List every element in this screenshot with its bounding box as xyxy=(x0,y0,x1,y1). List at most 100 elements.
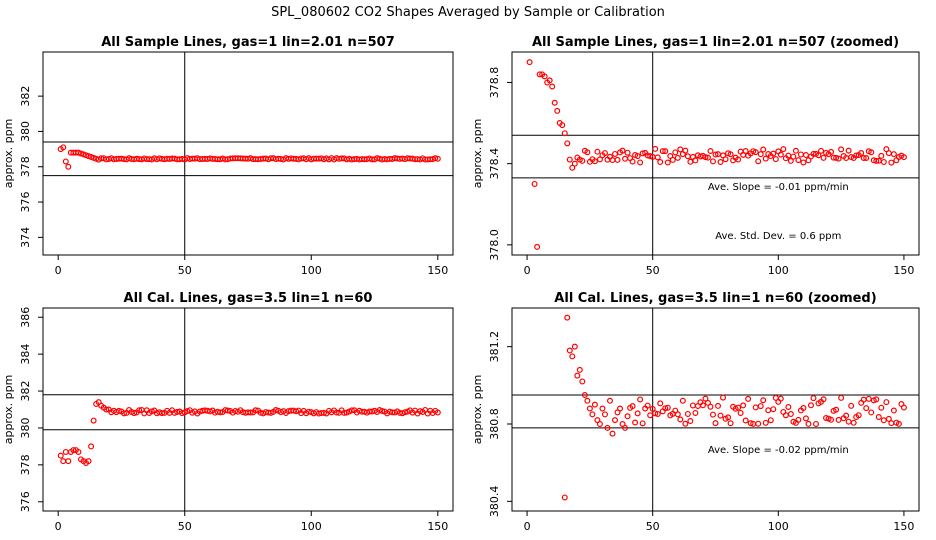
panel-4-data-point xyxy=(632,419,639,426)
panel-2-data-point xyxy=(664,159,671,166)
page-title: SPL_080602 CO2 Shapes Averaged by Sample… xyxy=(271,5,665,20)
panel-4-data-point xyxy=(865,395,872,402)
panel-2-data-point xyxy=(566,156,573,163)
panel-4-y-axis-label: approx. ppm xyxy=(471,375,484,445)
panel-2-data-point xyxy=(702,154,709,161)
panel-3-y-tick-label: 386 xyxy=(19,307,32,328)
panel-4-x-tick-label: 100 xyxy=(768,520,789,533)
panel-2-y-tick-label: 378.8 xyxy=(488,67,501,99)
panel-2-data-point xyxy=(900,154,907,161)
panel-4-data-point xyxy=(622,424,629,431)
panel-2-data-point xyxy=(687,158,694,165)
panel-3-data-point xyxy=(434,409,441,416)
panel-4-data-point xyxy=(833,406,840,413)
panel-4-data-point xyxy=(888,420,895,427)
panel-4-data-point xyxy=(843,412,850,419)
panel-2-data-point xyxy=(579,157,586,164)
panel-2-data-point xyxy=(885,150,892,157)
panel-4-data-point xyxy=(737,409,744,416)
panel-1-x-tick-label: 50 xyxy=(178,264,192,277)
panel-2-data-point xyxy=(845,147,852,154)
panel-1-y-tick-label: 374 xyxy=(19,227,32,248)
panel-3-x-tick-label: 150 xyxy=(427,520,448,533)
panel-4-data-point xyxy=(878,404,885,411)
panel-4-data-point xyxy=(571,343,578,350)
panel-2-data-point xyxy=(554,107,561,114)
panel-1-x-tick-label: 100 xyxy=(301,264,322,277)
panel-3-x-tick-label: 50 xyxy=(178,520,192,533)
panel-4-data-point xyxy=(624,413,631,420)
panel-3-data-point xyxy=(57,452,64,459)
panel-2-data-point xyxy=(622,155,629,162)
panel-4-data-point xyxy=(574,372,581,379)
panel-2-data-point xyxy=(800,159,807,166)
panel-4-data-point xyxy=(845,418,852,425)
panel-4-data-point xyxy=(795,416,802,423)
panel-4-plot-frame xyxy=(511,307,920,512)
panel-3-data-point xyxy=(348,407,355,414)
panel-4-data-point xyxy=(702,395,709,402)
panel-4-data-point xyxy=(717,412,724,419)
panel-4-data-point xyxy=(720,394,727,401)
panel-4-data-point xyxy=(649,405,656,412)
panel-4-data-point xyxy=(735,404,742,411)
panel-4-data-point xyxy=(895,420,902,427)
panel-2-data-point xyxy=(742,148,749,155)
panel-2-data-point xyxy=(777,151,784,158)
panel-4-data-point xyxy=(855,412,862,419)
panel-4-data-point xyxy=(767,417,774,424)
panel-2-data-point xyxy=(619,147,626,154)
panel-2-data-point xyxy=(760,146,767,153)
panel-1-data-point xyxy=(60,144,67,151)
panel-4-data-point xyxy=(765,407,772,414)
panel-3-data-point xyxy=(247,409,254,416)
panel-2-data-point xyxy=(534,243,541,250)
panel-2-data-point xyxy=(584,149,591,156)
panel-4-data-point xyxy=(787,411,794,418)
panel-3-data-point xyxy=(75,448,82,455)
panel-3-y-tick-label: 380 xyxy=(19,417,32,438)
panel-2-data-point xyxy=(682,147,689,154)
panel-2-data-point xyxy=(863,155,870,162)
panel-2-data-point xyxy=(727,151,734,158)
panel-2-data-point xyxy=(561,130,568,137)
panel-3-data-point xyxy=(272,407,279,414)
panel-4-data-point xyxy=(828,416,835,423)
panel-4-data-point xyxy=(591,401,598,408)
panel-4-data-point xyxy=(576,366,583,373)
panel-4-data-point xyxy=(606,397,613,404)
panel-2-data-point xyxy=(669,156,676,163)
panel-2-data-point xyxy=(853,152,860,159)
panel-2-data-point xyxy=(888,159,895,166)
panel-2-data-point xyxy=(815,152,822,159)
panel-2-data-point xyxy=(692,157,699,164)
panel-2-data-point xyxy=(752,149,759,156)
panel-4-data-point xyxy=(848,402,855,409)
panel-4-data-point xyxy=(835,416,842,423)
panel-2-y-tick-label: 378.0 xyxy=(488,229,501,261)
panel-4-data-point xyxy=(599,405,606,412)
panel-4-data-point xyxy=(589,411,596,418)
panel-2-x-tick-label: 100 xyxy=(768,264,789,277)
panel-4-data-point xyxy=(687,418,694,425)
panel-3-data-point xyxy=(115,407,122,414)
panel-4-data-point xyxy=(875,414,882,421)
panel-2-data-point xyxy=(757,151,764,158)
panel-3-title: All Cal. Lines, gas=3.5 lin=1 n=60 xyxy=(124,291,373,306)
panel-2-data-point xyxy=(594,148,601,155)
panel-2-data-point xyxy=(614,156,621,163)
panel-3-data-point xyxy=(158,410,165,417)
panel-1-y-tick-label: 378 xyxy=(19,156,32,177)
panel-4-data-point xyxy=(629,403,636,410)
panel-1-data-point xyxy=(62,158,69,165)
panel-4-data-point xyxy=(569,353,576,360)
panel-2-data-point xyxy=(858,150,865,157)
panel-3-data-point xyxy=(90,417,97,424)
panel-2-data-point xyxy=(541,73,548,80)
panel-4-data-point xyxy=(679,397,686,404)
panel-2-data-point xyxy=(672,149,679,156)
panel-4-data-point xyxy=(850,419,857,426)
panel-3-data-point xyxy=(62,448,69,455)
panel-2-data-point xyxy=(546,77,553,84)
